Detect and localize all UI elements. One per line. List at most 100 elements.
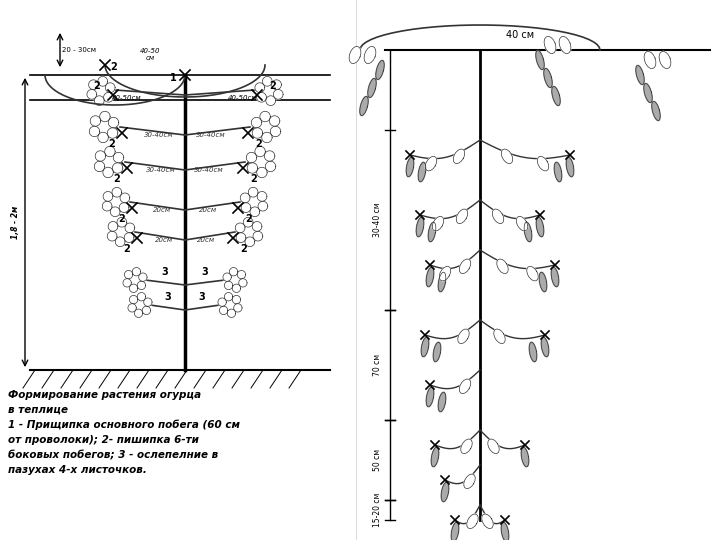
Polygon shape: [659, 51, 671, 69]
Polygon shape: [497, 259, 508, 273]
Polygon shape: [416, 217, 424, 237]
Polygon shape: [238, 271, 246, 279]
Polygon shape: [516, 217, 528, 231]
Polygon shape: [652, 102, 660, 121]
Polygon shape: [537, 156, 549, 171]
Polygon shape: [108, 221, 118, 231]
Polygon shape: [98, 132, 108, 143]
Polygon shape: [544, 36, 556, 53]
Polygon shape: [135, 309, 143, 318]
Polygon shape: [458, 329, 469, 343]
Polygon shape: [459, 379, 471, 394]
Polygon shape: [94, 161, 104, 172]
Polygon shape: [527, 266, 539, 281]
Polygon shape: [251, 117, 262, 128]
Polygon shape: [266, 161, 276, 172]
Polygon shape: [104, 146, 115, 157]
Polygon shape: [105, 83, 115, 92]
Polygon shape: [228, 309, 235, 318]
Polygon shape: [234, 303, 242, 312]
Polygon shape: [270, 126, 281, 137]
Text: 3: 3: [199, 292, 205, 302]
Polygon shape: [269, 116, 280, 126]
Text: 2: 2: [240, 244, 247, 254]
Polygon shape: [255, 83, 265, 92]
Text: 20см: 20см: [197, 237, 215, 243]
Polygon shape: [248, 187, 258, 197]
Polygon shape: [438, 392, 446, 412]
Polygon shape: [112, 187, 122, 197]
Text: 40-50см: 40-50см: [228, 95, 258, 101]
Text: 20см: 20см: [155, 237, 173, 243]
Polygon shape: [124, 233, 134, 242]
Polygon shape: [102, 201, 112, 211]
Text: 2: 2: [94, 81, 100, 91]
Polygon shape: [432, 217, 444, 231]
Polygon shape: [257, 192, 267, 201]
Polygon shape: [364, 46, 376, 64]
Polygon shape: [441, 482, 449, 502]
Text: 40-50
см: 40-50 см: [140, 48, 161, 61]
Polygon shape: [247, 163, 258, 173]
Polygon shape: [274, 90, 283, 99]
Polygon shape: [482, 514, 493, 529]
Polygon shape: [529, 342, 537, 362]
Polygon shape: [130, 295, 138, 304]
Polygon shape: [256, 92, 266, 102]
Text: пазухах 4-х листочков.: пазухах 4-х листочков.: [8, 465, 147, 475]
Polygon shape: [103, 192, 113, 201]
Text: 40-50см: 40-50см: [112, 95, 142, 101]
Polygon shape: [246, 152, 257, 163]
Polygon shape: [243, 218, 253, 227]
Text: 50 см: 50 см: [373, 449, 382, 471]
Polygon shape: [271, 80, 282, 90]
Polygon shape: [132, 267, 140, 276]
Polygon shape: [566, 157, 574, 177]
Polygon shape: [406, 157, 414, 177]
Polygon shape: [433, 342, 441, 362]
Polygon shape: [110, 207, 120, 217]
Polygon shape: [113, 152, 124, 163]
Text: 40 см: 40 см: [506, 30, 534, 40]
Text: 70 см: 70 см: [373, 354, 382, 376]
Polygon shape: [263, 77, 272, 86]
Polygon shape: [107, 231, 117, 241]
Text: 2: 2: [123, 244, 130, 254]
Polygon shape: [467, 514, 478, 529]
Polygon shape: [252, 221, 262, 231]
Polygon shape: [130, 284, 138, 293]
Text: 3: 3: [165, 292, 171, 302]
Polygon shape: [438, 272, 446, 292]
Polygon shape: [128, 303, 136, 312]
Polygon shape: [426, 267, 434, 287]
Polygon shape: [94, 96, 104, 105]
Text: 3: 3: [161, 267, 168, 277]
Text: 2: 2: [269, 81, 276, 91]
Polygon shape: [225, 281, 233, 289]
Text: 20см: 20см: [199, 207, 217, 213]
Polygon shape: [262, 132, 272, 143]
Polygon shape: [554, 162, 562, 182]
Polygon shape: [487, 439, 499, 454]
Polygon shape: [559, 36, 571, 53]
Polygon shape: [439, 266, 451, 281]
Text: 30-40 см: 30-40 см: [373, 202, 382, 237]
Polygon shape: [239, 279, 247, 287]
Polygon shape: [120, 202, 129, 213]
Polygon shape: [233, 295, 240, 304]
Polygon shape: [230, 267, 238, 276]
Polygon shape: [524, 222, 532, 242]
Polygon shape: [103, 167, 113, 178]
Polygon shape: [255, 146, 266, 157]
Polygon shape: [143, 306, 150, 315]
Polygon shape: [90, 116, 101, 126]
Text: 1 - Прищипка основного побега (60 см: 1 - Прищипка основного побега (60 см: [8, 420, 240, 430]
Text: 1,8 - 2м: 1,8 - 2м: [11, 206, 20, 239]
Polygon shape: [636, 65, 644, 85]
Polygon shape: [456, 209, 468, 224]
Text: 2: 2: [118, 214, 125, 224]
Text: 30-40см: 30-40см: [196, 132, 226, 138]
Polygon shape: [107, 128, 118, 138]
Polygon shape: [552, 86, 560, 106]
Polygon shape: [257, 167, 267, 178]
